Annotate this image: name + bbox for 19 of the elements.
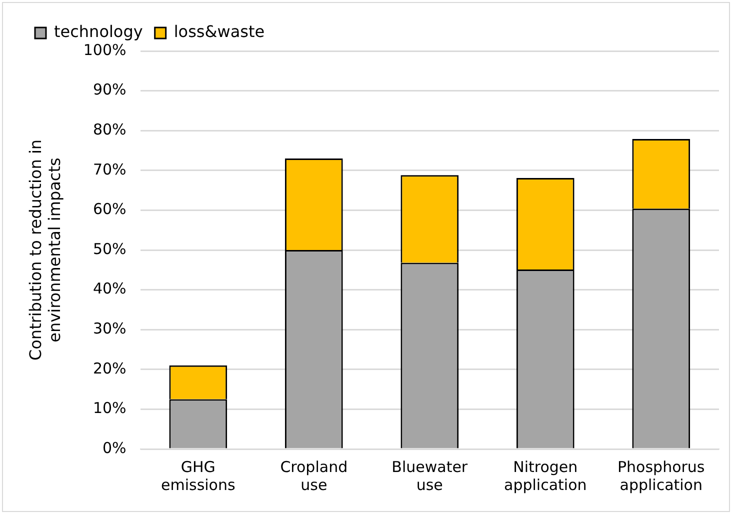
x-tick-label: Phosphorus application (618, 458, 705, 494)
y-tick-label: 70% (92, 160, 126, 178)
x-tick-label: Nitrogen application (504, 458, 587, 494)
y-tick-label: 0% (102, 438, 126, 457)
legend-label: technology (54, 22, 143, 42)
x-tick-label: Bluewater use (392, 458, 468, 494)
x-tick-label: Cropland use (280, 458, 348, 494)
y-tick-label: 100% (83, 40, 126, 59)
y-tick-label: 50% (92, 240, 126, 258)
legend-label: loss&waste (174, 22, 265, 42)
y-tick-label: 10% (92, 399, 126, 418)
y-tick-label: 40% (92, 280, 126, 298)
y-tick-label: 60% (92, 200, 126, 218)
x-tick-label: GHG emissions (161, 458, 236, 494)
y-tick-label: 30% (92, 319, 126, 338)
y-tick-label: 20% (92, 359, 126, 378)
y-tick-label: 90% (92, 80, 126, 99)
y-tick-label: 80% (92, 120, 126, 138)
y-axis-title: Contribution to reduction in environmental impacts (26, 139, 64, 361)
